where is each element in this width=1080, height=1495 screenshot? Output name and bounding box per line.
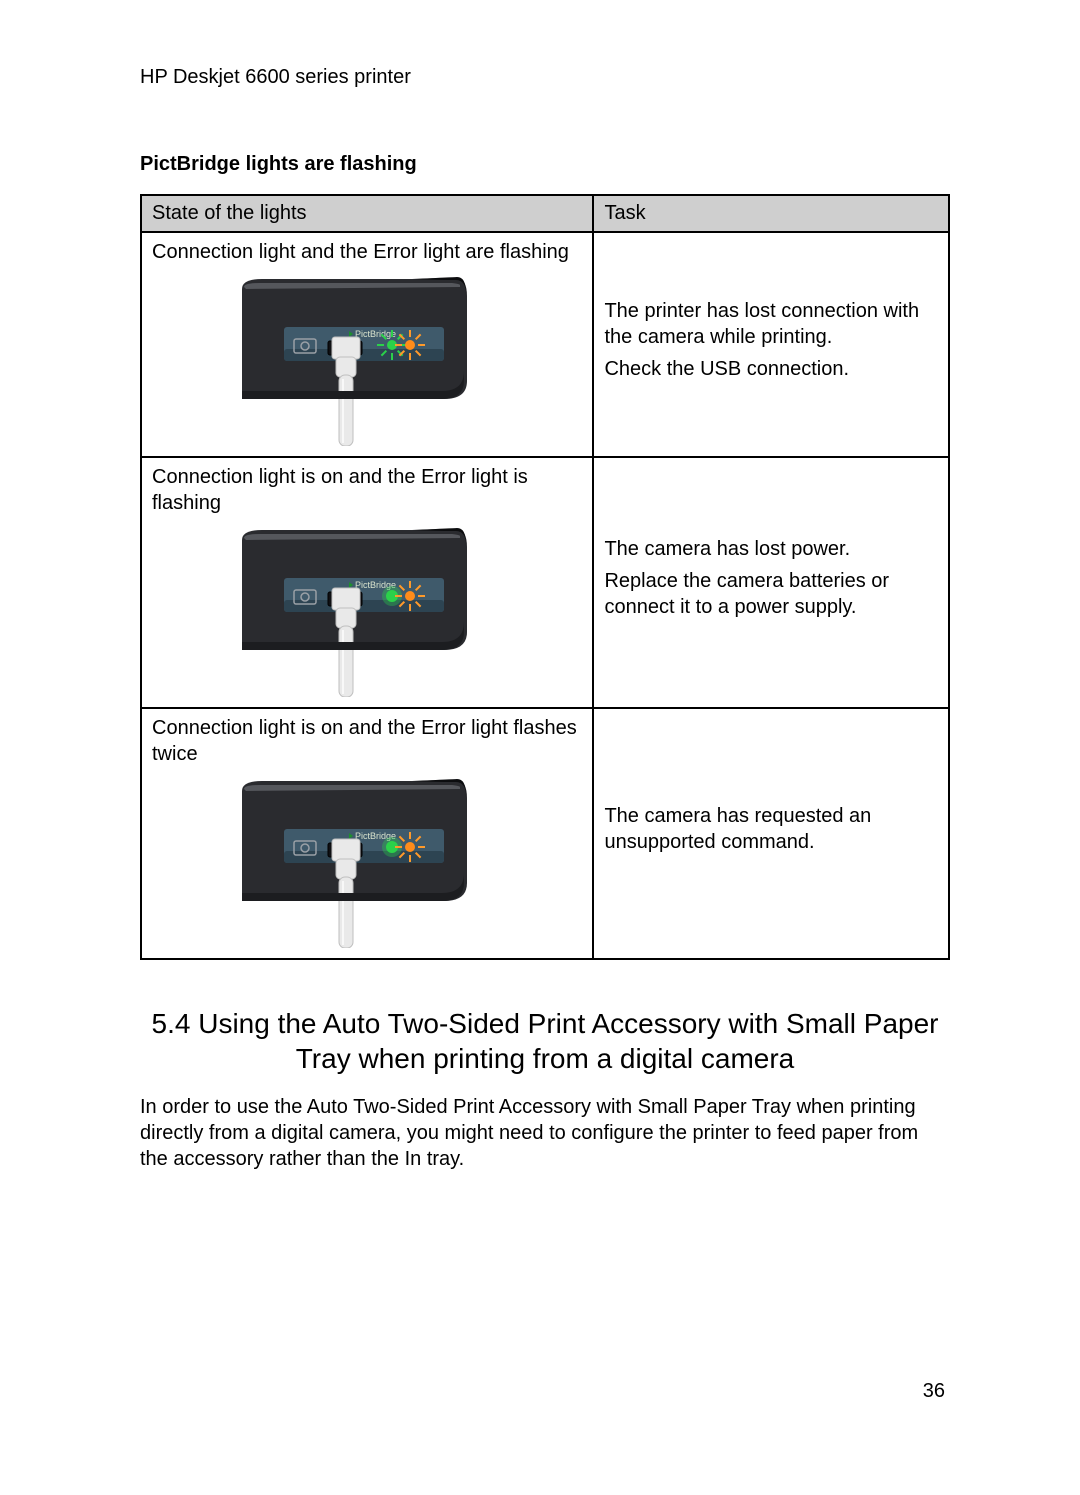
state-text: Connection light is on and the Error lig… — [152, 715, 582, 767]
table-row: Connection light and the Error light are… — [141, 232, 949, 457]
task-line: The camera has requested an unsupported … — [604, 803, 938, 855]
task-cell: The camera has lost power. Replace the ca… — [593, 457, 949, 708]
task-line: Replace the camera batteries or connect … — [604, 568, 938, 620]
printer-port-diagram: PictBridge — [232, 522, 502, 697]
task-line: The printer has lost connection with the… — [604, 298, 938, 350]
state-cell: Connection light is on and the Error lig… — [141, 708, 593, 959]
state-text: Connection light and the Error light are… — [152, 239, 582, 265]
section-heading: 5.4 Using the Auto Two-Sided Print Acces… — [140, 1006, 950, 1076]
printer-port-diagram: PictBridge — [232, 773, 502, 948]
col-header-task: Task — [593, 195, 949, 232]
task-line: The camera has lost power. — [604, 536, 938, 562]
task-line: Check the USB connection. — [604, 356, 938, 382]
pictbridge-table: State of the lights Task Connection ligh… — [140, 194, 950, 960]
page-header: HP Deskjet 6600 series printer — [140, 66, 950, 89]
subheading: PictBridge lights are flashing — [140, 153, 950, 176]
task-cell: The printer has lost connection with the… — [593, 232, 949, 457]
diagram-container: PictBridge — [152, 271, 582, 446]
task-text: The printer has lost connection with the… — [604, 298, 938, 382]
section-paragraph: In order to use the Auto Two-Sided Print… — [140, 1094, 950, 1172]
printer-port-diagram: PictBridge — [232, 271, 502, 446]
diagram-container: PictBridge — [152, 522, 582, 697]
task-text: The camera has requested an unsupported … — [604, 803, 938, 855]
diagram-container: PictBridge — [152, 773, 582, 948]
state-text: Connection light is on and the Error lig… — [152, 464, 582, 516]
task-text: The camera has lost power. Replace the ca… — [604, 536, 938, 620]
table-row: Connection light is on and the Error lig… — [141, 708, 949, 959]
svg-text:PictBridge: PictBridge — [355, 329, 396, 339]
col-header-state: State of the lights — [141, 195, 593, 232]
table-row: Connection light is on and the Error lig… — [141, 457, 949, 708]
task-cell: The camera has requested an unsupported … — [593, 708, 949, 959]
state-cell: Connection light and the Error light are… — [141, 232, 593, 457]
section-number: 5.4 — [152, 1008, 191, 1039]
page-number: 36 — [923, 1380, 945, 1403]
section-title: Using the Auto Two-Sided Print Accessory… — [198, 1008, 938, 1074]
state-cell: Connection light is on and the Error lig… — [141, 457, 593, 708]
